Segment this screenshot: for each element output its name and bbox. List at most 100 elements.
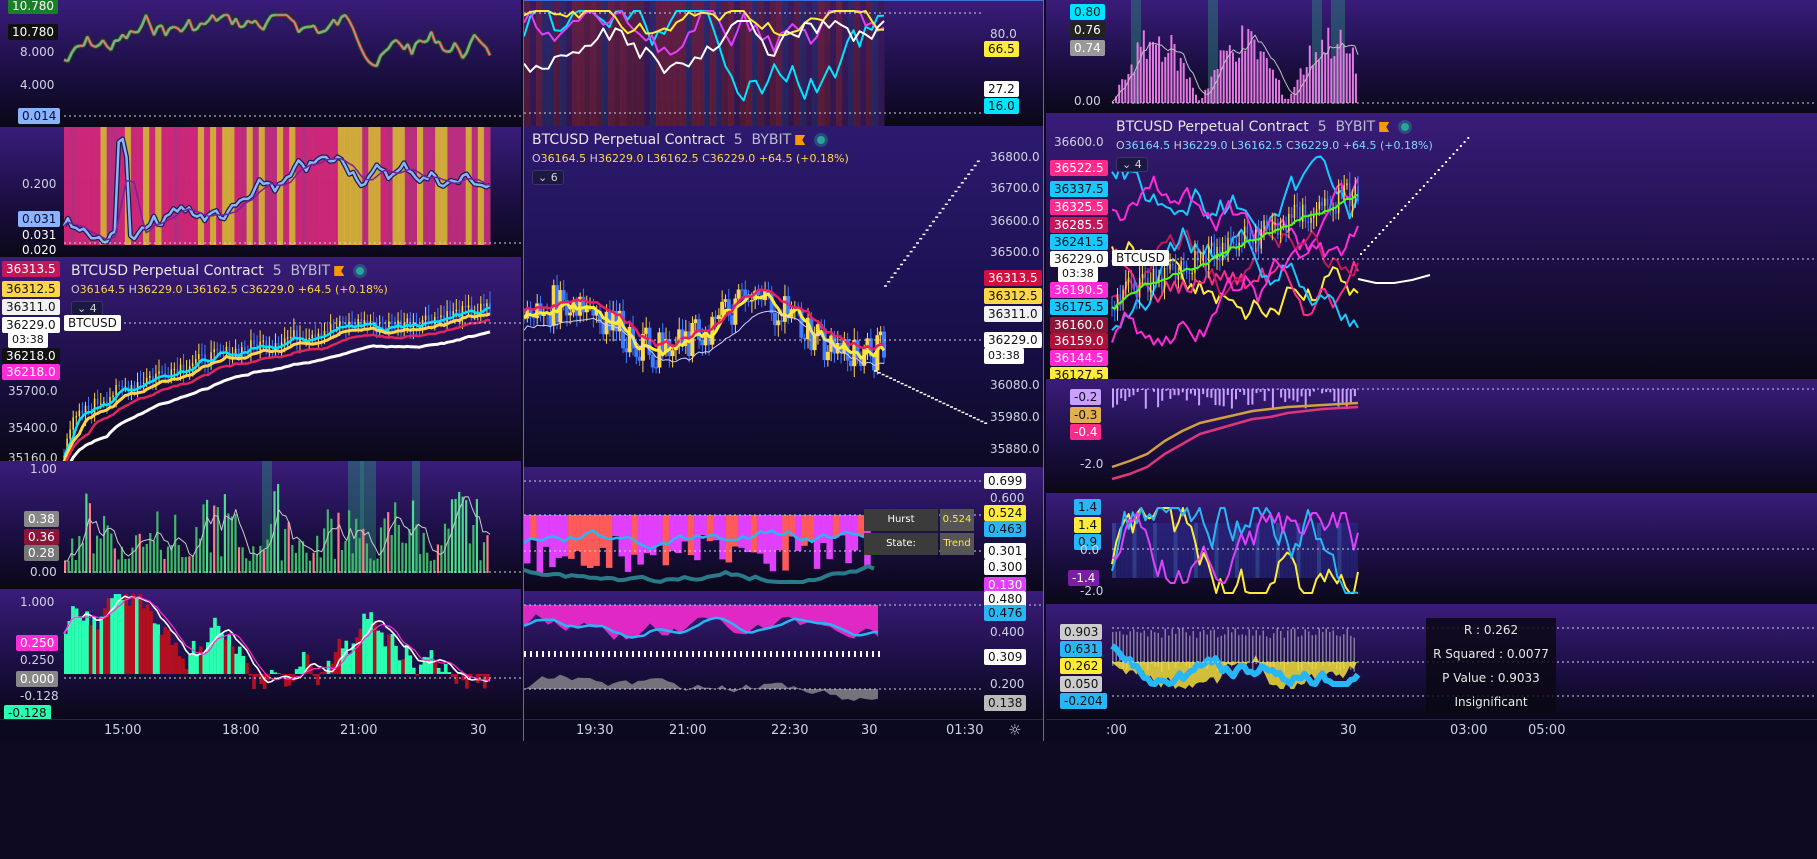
background-stripe: [632, 1, 639, 126]
right-pane-oscillator[interactable]: 1.4 1.4 0.9 0.0 -1.4 -2.0: [1046, 493, 1817, 605]
area-bar: [174, 642, 178, 674]
middle-time-axis[interactable]: 19:30 21:00 22:30 30 01:30 ☼: [524, 719, 1043, 742]
background-stripe: [191, 127, 199, 245]
bar-mark: [1314, 52, 1317, 103]
area-bar: [479, 674, 484, 677]
area-bar: [103, 608, 107, 674]
area-bar: [269, 669, 274, 674]
background-stripe: [728, 1, 735, 126]
area-bar: [355, 637, 359, 674]
candle-body: [84, 405, 87, 415]
candle-body: [1313, 215, 1315, 218]
candle-body: [440, 315, 442, 318]
right-price-pane[interactable]: BTCUSD Perpetual Contract 5 BYBIT O36164…: [1046, 113, 1817, 380]
tick-mark: [788, 651, 790, 657]
tick-mark: [698, 651, 700, 657]
bar-mark: [198, 538, 202, 573]
flag-icon[interactable]: [1379, 122, 1390, 132]
bar-mark: [1336, 44, 1339, 103]
candle-body: [366, 320, 369, 323]
candle-body: [388, 321, 390, 330]
middle-price-pane[interactable]: BTCUSD Perpetual Contract 5 BYBIT O36164…: [524, 126, 1043, 468]
candle-body: [1340, 187, 1343, 195]
area-bar: [138, 594, 143, 674]
right-time-axis[interactable]: :00 21:00 30 03:00 05:00: [1046, 719, 1817, 742]
bar-mark: [372, 560, 376, 573]
background-stripe: [650, 1, 657, 126]
regime-bar: [1243, 523, 1248, 578]
bar-mark: [1179, 58, 1182, 103]
bar-mark: [1238, 635, 1240, 670]
live-dot-icon: [356, 267, 365, 275]
area-bar: [319, 672, 324, 674]
regime-bar: [662, 515, 670, 566]
right-pane-correlation[interactable]: 0.903 0.631 0.262 0.050 -0.204 R : 0.262…: [1046, 604, 1817, 720]
regime-bar: [1189, 523, 1194, 578]
area-bar: [96, 629, 100, 674]
bar-mark: [1168, 635, 1170, 670]
tick-mark: [812, 651, 814, 657]
projection-mark: [1363, 249, 1366, 251]
middle-pane-3-plot: [524, 480, 984, 584]
series-line: [1111, 193, 1359, 310]
area-bar: [163, 627, 168, 674]
regime-bar: [1165, 523, 1170, 578]
flag-icon[interactable]: [795, 135, 806, 145]
right-pane-volatility[interactable]: 0.80 0.76 0.74 0.00: [1046, 0, 1817, 114]
candle-body: [133, 385, 136, 389]
bar-mark: [1173, 389, 1176, 396]
candle-body: [634, 348, 639, 357]
indicator-collapse-button[interactable]: ⌄ 6: [532, 170, 564, 185]
candle-body: [427, 315, 430, 321]
candle-body: [531, 316, 536, 319]
regime-bar: [1132, 523, 1137, 578]
bar-mark: [1132, 389, 1135, 396]
candle-body: [568, 312, 573, 316]
candle-body: [849, 360, 853, 367]
regime-bar: [725, 515, 733, 563]
bar-mark: [316, 535, 319, 573]
left-pane-momentum[interactable]: 1.000 0.250 0.250 0.000 -0.128 -0.128: [0, 589, 521, 720]
indicator-collapse-button[interactable]: ⌄ 4: [1116, 157, 1148, 172]
middle-pane-hurst[interactable]: 0.699 0.600 0.524 0.463 0.301 0.300 0.13…: [524, 467, 1043, 592]
value-label: 0.000: [16, 671, 59, 687]
bar-mark: [1271, 389, 1274, 408]
axis-tick: 1.000: [20, 595, 55, 609]
background-stripe: [410, 127, 418, 245]
bar-mark: [280, 560, 283, 573]
bar-mark: [1157, 389, 1160, 408]
background-stripe: [240, 127, 248, 245]
left-pane-2-plot: [61, 127, 521, 245]
bar-mark: [1293, 87, 1296, 103]
bar-mark: [479, 560, 482, 573]
candle-body: [225, 347, 228, 353]
indicator-collapse-button[interactable]: ⌄ 4: [71, 301, 103, 316]
flag-icon[interactable]: [334, 266, 345, 276]
left-time-axis[interactable]: 15:00 18:00 21:00 30: [0, 719, 521, 742]
left-pane-oscillator-1[interactable]: 10.780 10.780 8.000 4.000 0.014: [0, 0, 521, 128]
left-pane-oscillator-2[interactable]: 0.200 0.031 0.031 0.020: [0, 127, 521, 258]
left-price-pane[interactable]: BTCUSD Perpetual Contract 5 BYBIT O36164…: [0, 257, 521, 462]
bar-mark: [1281, 94, 1284, 103]
bar-mark: [174, 514, 177, 573]
left-pane-volume-osc[interactable]: 1.00 0.38 0.36 0.28 0.00: [0, 461, 521, 590]
middle-pane-rsi[interactable]: 80.0 66.5 27.2 16.0: [524, 1, 1043, 127]
background-stripe: [392, 127, 400, 245]
candle-body: [305, 338, 307, 341]
middle-pane-oscillator[interactable]: 0.480 0.476 0.400 0.309 0.200 0.138: [524, 591, 1043, 720]
candle-body: [1191, 272, 1193, 275]
bar-mark: [92, 553, 95, 573]
bar-mark: [1189, 389, 1192, 394]
background-stripe: [872, 1, 879, 126]
regime-bar: [813, 515, 821, 569]
area-bar: [145, 604, 150, 674]
bar-mark: [1301, 635, 1303, 670]
regime-bar: [1349, 523, 1354, 578]
area-bar: [64, 633, 68, 674]
tick-mark: [758, 651, 760, 657]
bar-mark: [1231, 632, 1233, 667]
sun-gear-icon[interactable]: ☼: [1008, 721, 1022, 739]
right-pane-trend[interactable]: -0.2 -0.3 -0.4 -2.0: [1046, 379, 1817, 494]
regime-bar: [549, 515, 556, 568]
regime-bar: [1153, 523, 1157, 578]
